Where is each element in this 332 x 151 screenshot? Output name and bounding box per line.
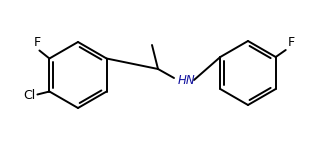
Text: F: F xyxy=(34,35,41,48)
Text: HN: HN xyxy=(178,74,196,87)
Text: Cl: Cl xyxy=(23,89,36,102)
Text: F: F xyxy=(288,36,295,49)
